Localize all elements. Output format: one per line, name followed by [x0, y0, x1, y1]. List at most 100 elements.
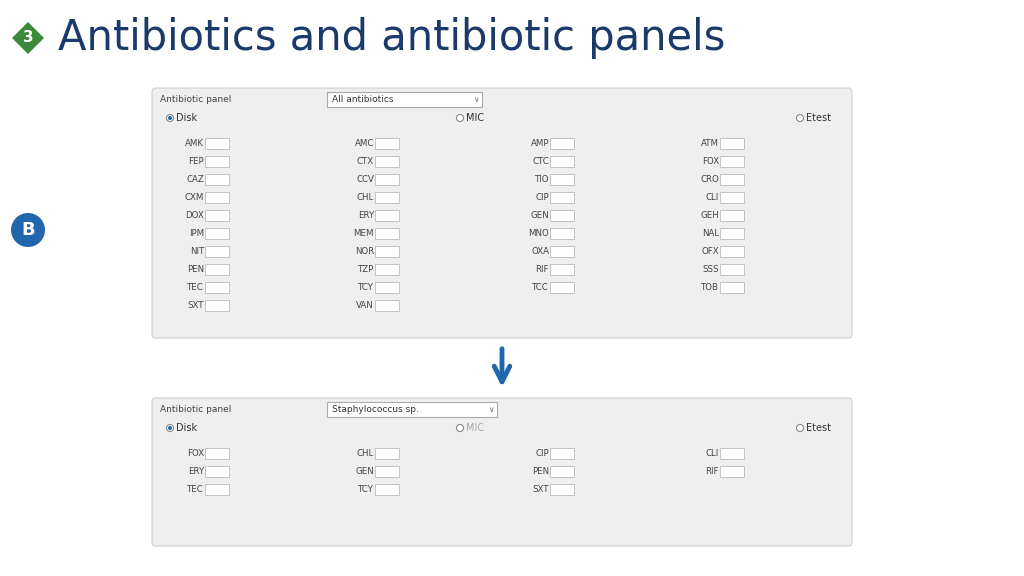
Text: MIC: MIC [466, 423, 484, 433]
Text: Disk: Disk [176, 113, 198, 123]
Bar [205, 156, 229, 167]
Text: TOB: TOB [701, 283, 719, 292]
Bar [550, 484, 574, 495]
Text: CHL: CHL [356, 193, 374, 202]
Circle shape [168, 426, 172, 430]
Text: TEC: TEC [187, 485, 204, 494]
Text: CTC: CTC [532, 157, 549, 166]
Text: CRO: CRO [700, 175, 719, 184]
Bar [205, 300, 229, 311]
Text: NIT: NIT [189, 247, 204, 256]
Text: SXT: SXT [187, 301, 204, 310]
Circle shape [457, 425, 464, 431]
Text: CTX: CTX [357, 157, 374, 166]
Bar [375, 246, 399, 257]
Bar [205, 264, 229, 275]
Bar [720, 210, 744, 221]
Text: Antibiotic panel: Antibiotic panel [160, 406, 231, 415]
Text: RIF: RIF [536, 265, 549, 274]
Text: Disk: Disk [176, 423, 198, 433]
Text: SXT: SXT [532, 485, 549, 494]
Text: Etest: Etest [806, 423, 831, 433]
Bar [720, 264, 744, 275]
Text: RIF: RIF [706, 467, 719, 476]
Bar [205, 466, 229, 477]
Bar [550, 192, 574, 203]
Bar [720, 174, 744, 185]
Bar [327, 92, 482, 107]
Text: PEN: PEN [186, 265, 204, 274]
Bar [720, 448, 744, 459]
Text: MIC: MIC [466, 113, 484, 123]
Circle shape [11, 213, 45, 247]
Text: NAL: NAL [701, 229, 719, 238]
Bar [205, 282, 229, 293]
Circle shape [168, 116, 172, 120]
Text: FOX: FOX [701, 157, 719, 166]
Text: VAN: VAN [356, 301, 374, 310]
Text: TCY: TCY [358, 283, 374, 292]
Text: B: B [22, 221, 35, 239]
Circle shape [167, 425, 173, 431]
Bar [720, 192, 744, 203]
Bar [375, 448, 399, 459]
Bar [720, 138, 744, 149]
Text: FEP: FEP [188, 157, 204, 166]
Bar [205, 210, 229, 221]
Text: IPM: IPM [188, 229, 204, 238]
Text: SSS: SSS [702, 265, 719, 274]
Bar [550, 282, 574, 293]
Bar [205, 484, 229, 495]
Bar [375, 138, 399, 149]
Text: CAZ: CAZ [186, 175, 204, 184]
Bar [550, 174, 574, 185]
Text: MEM: MEM [353, 229, 374, 238]
Circle shape [167, 115, 173, 122]
Bar [205, 192, 229, 203]
Bar [720, 228, 744, 239]
Bar [550, 228, 574, 239]
Bar [375, 192, 399, 203]
Text: ∨: ∨ [473, 95, 479, 104]
Bar [375, 210, 399, 221]
Bar [550, 448, 574, 459]
Text: GEN: GEN [355, 467, 374, 476]
Text: CLI: CLI [706, 449, 719, 458]
Bar [205, 448, 229, 459]
Text: All antibiotics: All antibiotics [332, 95, 393, 104]
Text: TCC: TCC [532, 283, 549, 292]
Text: CIP: CIP [536, 193, 549, 202]
Bar [550, 138, 574, 149]
Text: CCV: CCV [356, 175, 374, 184]
Bar [327, 402, 497, 417]
Text: Etest: Etest [806, 113, 831, 123]
Text: Antibiotic panel: Antibiotic panel [160, 96, 231, 104]
Text: NOR: NOR [354, 247, 374, 256]
Text: ∨: ∨ [488, 405, 494, 414]
Text: AMP: AMP [530, 139, 549, 148]
Bar [550, 246, 574, 257]
Text: CHL: CHL [356, 449, 374, 458]
Bar [550, 156, 574, 167]
Polygon shape [12, 22, 44, 54]
Text: ERY: ERY [187, 467, 204, 476]
Text: GEH: GEH [700, 211, 719, 220]
Bar [205, 174, 229, 185]
Text: TEC: TEC [187, 283, 204, 292]
Bar [205, 138, 229, 149]
Bar [550, 264, 574, 275]
Bar [720, 466, 744, 477]
Text: CLI: CLI [706, 193, 719, 202]
Bar [375, 228, 399, 239]
Text: OFX: OFX [701, 247, 719, 256]
Text: TIO: TIO [535, 175, 549, 184]
FancyBboxPatch shape [152, 398, 852, 546]
Bar [720, 246, 744, 257]
Bar [375, 300, 399, 311]
Text: GEN: GEN [530, 211, 549, 220]
Circle shape [797, 115, 804, 122]
FancyBboxPatch shape [152, 88, 852, 338]
Text: OXA: OXA [531, 247, 549, 256]
Text: PEN: PEN [531, 467, 549, 476]
Circle shape [797, 425, 804, 431]
